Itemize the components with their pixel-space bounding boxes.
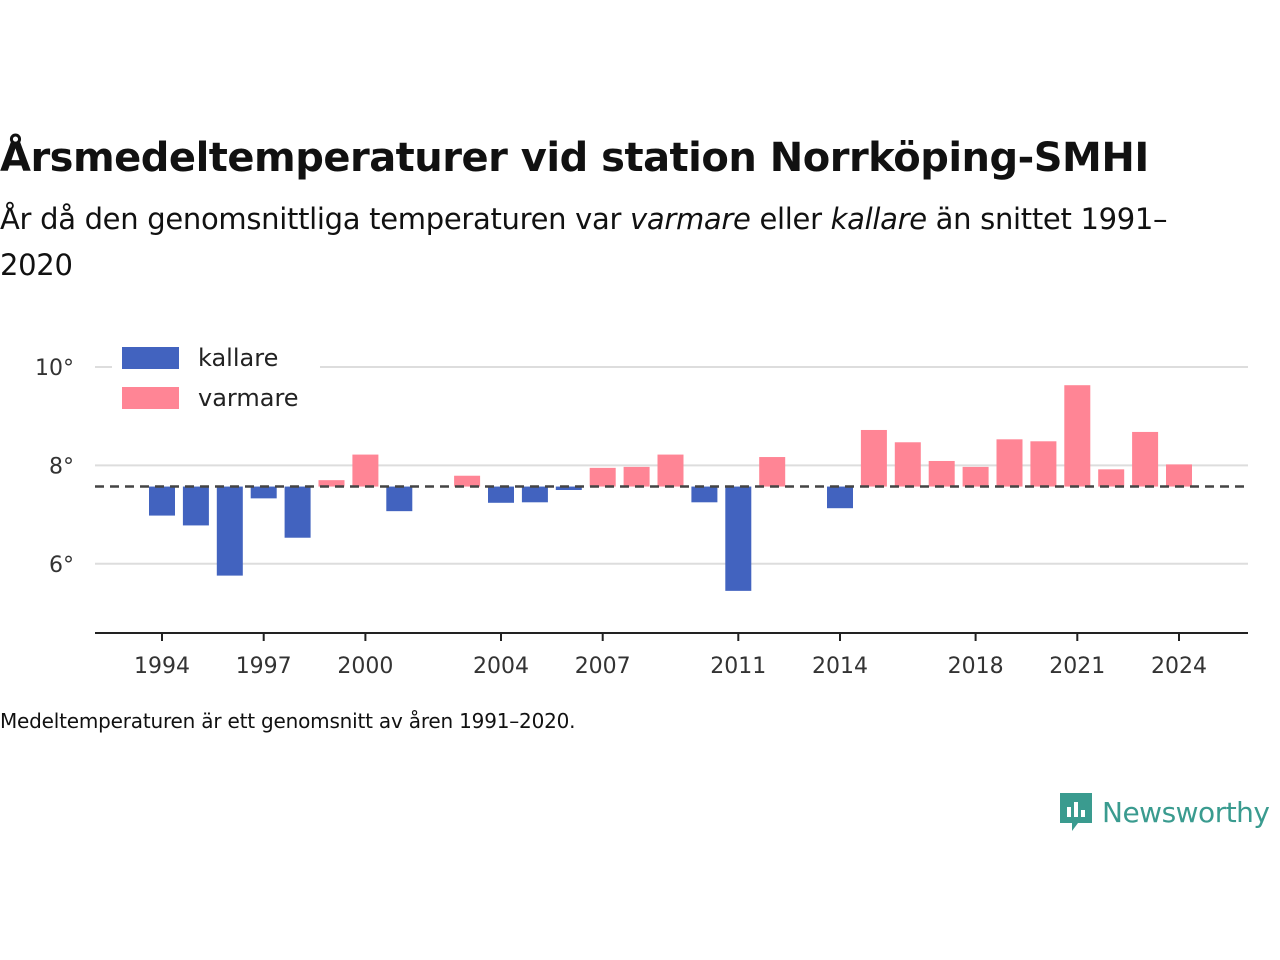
bar-2009 — [657, 454, 684, 487]
legend-swatch-kallare — [122, 347, 179, 369]
bar-1998 — [284, 486, 311, 538]
x-tick-label: 2000 — [337, 654, 393, 679]
x-axis-ticks: 1994 1997 2000 2004 2007 2011 2014 2018 2021 2024 — [134, 633, 1207, 679]
y-axis-labels: 6° 8° 10° — [35, 356, 74, 578]
bar-2012 — [759, 457, 786, 487]
bar-1995 — [182, 486, 209, 526]
x-tick-label: 2021 — [1049, 654, 1105, 679]
subtitle-middle: eller — [750, 202, 831, 236]
x-tick-label: 2024 — [1151, 654, 1207, 679]
bar-chart: 1994 1997 2000 2004 2007 2011 2014 2018 2021 2024… — [35, 340, 1248, 679]
bar-2019 — [996, 439, 1023, 487]
bar-2016 — [894, 442, 921, 487]
bar-2017 — [928, 460, 955, 487]
subtitle-warm-word: varmare — [630, 202, 751, 236]
y-tick-label: 10° — [35, 356, 74, 381]
bars — [149, 385, 1192, 591]
bar-2001 — [386, 486, 413, 512]
bar-1999 — [318, 480, 345, 487]
legend: kallare varmare — [112, 340, 320, 426]
bar-2008 — [623, 466, 650, 487]
bar-2023 — [1132, 431, 1159, 487]
bar-1996 — [216, 486, 243, 576]
bar-2004 — [488, 486, 514, 503]
bar-2018 — [962, 466, 989, 487]
chart-bubble-icon — [1060, 793, 1092, 831]
bar-2010 — [691, 486, 718, 503]
x-tick-label: 2011 — [710, 654, 766, 679]
brand-logo: Newsworthy — [1058, 790, 1270, 834]
chart-title: Årsmedeltemperaturer vid station Norrköp… — [0, 135, 1149, 181]
footnote: Medeltemperaturen är ett genomsnitt av å… — [0, 709, 576, 733]
x-tick-label: 1997 — [236, 654, 292, 679]
subtitle-cold-word: kallare — [830, 202, 927, 236]
chart-subtitle: År då den genomsnittliga temperaturen va… — [0, 196, 1200, 288]
x-tick-label: 2004 — [473, 654, 529, 679]
bar-2020 — [1030, 441, 1057, 487]
subtitle-suffix: än snittet 1991–2020 — [0, 202, 1168, 282]
bar-2003 — [454, 475, 481, 487]
x-tick-label: 2014 — [812, 654, 868, 679]
bar-1994 — [149, 486, 175, 516]
bar-2015 — [860, 429, 887, 487]
legend-label-kallare: kallare — [198, 344, 278, 372]
x-tick-label: 2007 — [575, 654, 631, 679]
legend-swatch-varmare — [122, 387, 179, 409]
x-tick-label: 1994 — [134, 654, 190, 679]
bar-2007 — [589, 467, 616, 487]
bar-2006 — [555, 486, 582, 490]
bar-2022 — [1098, 469, 1125, 487]
bar-2000 — [352, 454, 379, 487]
bar-2021 — [1064, 385, 1091, 487]
y-tick-label: 6° — [49, 553, 74, 578]
brand-name: Newsworthy — [1102, 795, 1270, 829]
y-tick-label: 8° — [49, 454, 74, 479]
x-tick-label: 2018 — [948, 654, 1004, 679]
bar-2005 — [521, 486, 548, 503]
bar-1997 — [250, 486, 277, 499]
bar-2024 — [1166, 464, 1192, 487]
bar-2011 — [725, 486, 752, 591]
subtitle-prefix: År då den genomsnittliga temperaturen va… — [0, 202, 631, 236]
legend-label-varmare: varmare — [198, 384, 299, 412]
bar-2014 — [827, 486, 853, 509]
